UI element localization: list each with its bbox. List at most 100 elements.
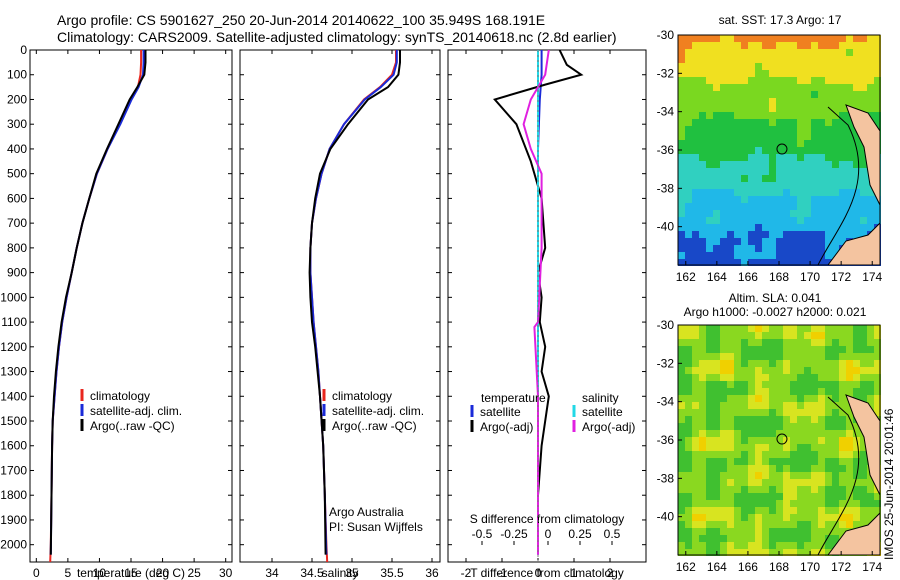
map-pixel — [853, 49, 860, 56]
map-pixel — [818, 70, 825, 77]
map-pixel — [825, 91, 832, 98]
map-pixel — [825, 486, 832, 493]
map-pixel — [867, 210, 874, 217]
map-pixel — [783, 472, 790, 479]
map-pixel — [783, 500, 790, 507]
map-pixel — [867, 374, 874, 381]
map-pixel — [706, 465, 713, 472]
map-pixel — [699, 486, 706, 493]
map-pixel — [832, 35, 839, 42]
map-pixel — [790, 500, 797, 507]
map-pixel — [783, 493, 790, 500]
map-pixel — [734, 77, 741, 84]
map-pixel — [825, 105, 832, 112]
map-pixel — [741, 259, 748, 266]
map-pixel — [692, 210, 699, 217]
map-x-tick-label: 174 — [862, 270, 882, 284]
map-pixel — [804, 175, 811, 182]
map-pixel — [839, 140, 846, 147]
map-pixel — [783, 63, 790, 70]
map-pixel — [776, 402, 783, 409]
map-pixel — [804, 451, 811, 458]
map-pixel — [783, 451, 790, 458]
map-pixel — [755, 325, 762, 332]
map-pixel — [755, 416, 762, 423]
x-tick-label: 36 — [425, 566, 439, 580]
map-pixel — [685, 353, 692, 360]
map-pixel — [811, 189, 818, 196]
map-pixel — [699, 56, 706, 63]
map-pixel — [727, 154, 734, 161]
map-pixel — [762, 259, 769, 266]
map-pixel — [867, 493, 874, 500]
map-pixel — [692, 63, 699, 70]
map-pixel — [748, 189, 755, 196]
x-tick-label: 5 — [65, 566, 72, 580]
map-pixel — [776, 217, 783, 224]
map-pixel — [804, 549, 811, 556]
map-pixel — [741, 161, 748, 168]
map-pixel — [783, 189, 790, 196]
map-pixel — [839, 119, 846, 126]
map-pixel — [678, 374, 685, 381]
map-pixel — [818, 367, 825, 374]
map-pixel — [853, 56, 860, 63]
map-pixel — [839, 381, 846, 388]
map-pixel — [678, 91, 685, 98]
map-pixel — [720, 535, 727, 542]
map-pixel — [839, 521, 846, 528]
map-pixel — [720, 521, 727, 528]
map-pixel — [734, 549, 741, 556]
map-pixel — [853, 84, 860, 91]
map-pixel — [797, 56, 804, 63]
map-pixel — [741, 458, 748, 465]
map-pixel — [832, 479, 839, 486]
map-pixel — [727, 245, 734, 252]
map-pixel — [804, 161, 811, 168]
map-pixel — [769, 161, 776, 168]
map-pixel — [790, 451, 797, 458]
y-tick-label: 1400 — [0, 389, 27, 403]
map-pixel — [678, 119, 685, 126]
map-pixel — [706, 388, 713, 395]
map-pixel — [797, 217, 804, 224]
map-pixel — [825, 381, 832, 388]
map-pixel — [685, 423, 692, 430]
map-pixel — [699, 430, 706, 437]
map-pixel — [727, 98, 734, 105]
map-pixel — [860, 486, 867, 493]
map-pixel — [797, 231, 804, 238]
map-pixel — [692, 458, 699, 465]
map-pixel — [727, 252, 734, 259]
map-pixel — [734, 217, 741, 224]
map-pixel — [755, 245, 762, 252]
map-pixel — [727, 224, 734, 231]
map-pixel — [839, 175, 846, 182]
map-pixel — [825, 409, 832, 416]
map-pixel — [790, 367, 797, 374]
map-pixel — [797, 105, 804, 112]
map-pixel — [832, 346, 839, 353]
map-pixel — [769, 140, 776, 147]
map-pixel — [818, 182, 825, 189]
map-pixel — [755, 196, 762, 203]
map-pixel — [713, 175, 720, 182]
map-pixel — [734, 70, 741, 77]
map-pixel — [790, 217, 797, 224]
map-pixel — [818, 339, 825, 346]
map-pixel — [797, 252, 804, 259]
map-pixel — [804, 374, 811, 381]
map-pixel — [748, 514, 755, 521]
map-pixel — [839, 395, 846, 402]
map-pixel — [776, 416, 783, 423]
x-tick-label: 35.5 — [380, 566, 404, 580]
map-pixel — [839, 360, 846, 367]
map-pixel — [734, 49, 741, 56]
map-x-tick-label: 170 — [800, 270, 820, 284]
map-pixel — [769, 409, 776, 416]
map-pixel — [755, 465, 762, 472]
map-pixel — [811, 84, 818, 91]
map-pixel — [678, 210, 685, 217]
map-pixel — [804, 486, 811, 493]
